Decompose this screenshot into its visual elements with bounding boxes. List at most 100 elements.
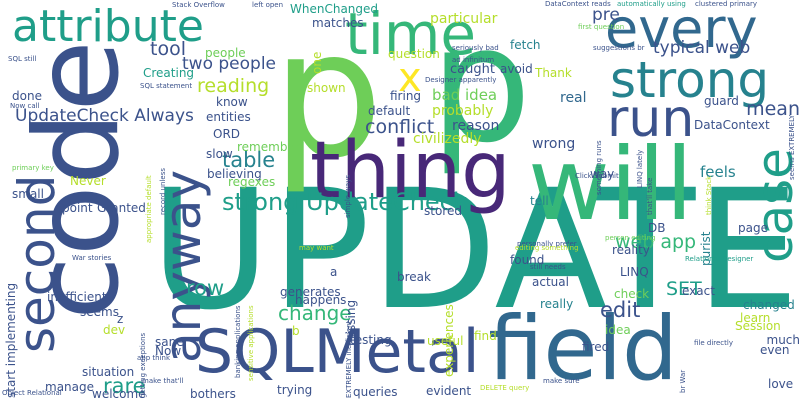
cloud-word: strong [610, 51, 770, 109]
cloud-word: web app [615, 231, 697, 253]
cloud-word: DB [648, 221, 666, 235]
cloud-word: tool [150, 38, 186, 60]
cloud-word: Object Relational [2, 389, 62, 397]
cloud-word: strong UpdateCheck [222, 188, 467, 216]
cloud-word: Click Submit [575, 172, 619, 180]
cloud-word: evident [426, 384, 472, 398]
cloud-word: DELETE query [480, 384, 530, 392]
cloud-word: think Stack [705, 175, 713, 215]
cloud-word: every [605, 0, 758, 60]
cloud-word: x [398, 55, 422, 101]
cloud-word: seems EXTREMELY [788, 114, 796, 180]
cloud-word: change [278, 301, 352, 325]
cloud-word: Now call [10, 102, 40, 110]
cloud-word: stored [424, 204, 462, 218]
cloud-word: regexes [228, 175, 276, 189]
cloud-word: avoid [500, 62, 533, 76]
cloud-word: situation [82, 365, 135, 379]
cloud-word: reason [452, 118, 500, 134]
cloud-word: SQLMetal [195, 317, 480, 387]
cloud-word: probably [432, 103, 494, 119]
cloud-word: idea [605, 323, 631, 337]
cloud-word: Stack Overflow [172, 1, 225, 9]
cloud-word: one [310, 51, 324, 74]
cloud-word: useful [427, 334, 464, 348]
cloud-word: second [8, 174, 66, 353]
cloud-word: automatically using [617, 0, 686, 8]
cloud-word: sane [155, 335, 184, 349]
cloud-word: point [62, 201, 93, 215]
cloud-word: know [216, 95, 248, 109]
cloud-word: actual [532, 275, 569, 289]
cloud-word: mean [746, 98, 800, 120]
cloud-word: will [528, 126, 694, 243]
cloud-word: Designer apparently [425, 76, 497, 84]
cloud-word: fired [582, 340, 610, 354]
cloud-word: typical web [653, 38, 751, 58]
cloud-word: Granted [97, 201, 146, 215]
cloud-word: even [760, 343, 790, 357]
cloud-word: WhenChanged [290, 2, 379, 16]
cloud-word: queries [353, 385, 398, 399]
cloud-word: slow [206, 147, 233, 161]
cloud-word: manage [45, 380, 95, 394]
cloud-word: bad idea [432, 86, 498, 104]
cloud-word: civilizedly [413, 131, 482, 147]
cloud-word: something runs [595, 140, 603, 195]
cloud-word: record unless [159, 167, 167, 215]
cloud-word: SQL still [8, 55, 37, 63]
cloud-word: small [12, 187, 44, 201]
cloud-word: time [345, 0, 477, 68]
cloud-word: thing [310, 126, 511, 216]
cloud-word: make sure [543, 377, 580, 385]
cloud-word: Thank [535, 66, 572, 80]
cloud-word: two people [182, 54, 276, 74]
cloud-word: much [766, 333, 800, 347]
cloud-word: UpdateCheck Always [15, 106, 194, 126]
cloud-word: really [540, 297, 574, 311]
cloud-word: sensitive applications [247, 305, 255, 381]
cloud-word: conflict [365, 116, 435, 138]
cloud-word: matches [312, 16, 364, 30]
cloud-word: done [12, 89, 42, 103]
cloud-word: br War [679, 369, 687, 393]
cloud-word: Session [735, 319, 781, 333]
cloud-word: simple ways [344, 174, 352, 218]
cloud-word: Never [70, 174, 106, 188]
cloud-word: app think [137, 354, 171, 362]
cloud-word: War stories [72, 254, 112, 262]
cloud-word: p [272, 0, 384, 197]
cloud-word: question [388, 47, 440, 61]
cloud-word: that'll take [646, 177, 654, 215]
cloud-word: reading [197, 75, 270, 97]
cloud-word: found [510, 253, 545, 267]
cloud-word: table [222, 148, 276, 172]
cloud-word: people [205, 46, 246, 60]
cloud-word: caught [450, 62, 495, 77]
cloud-word: run [607, 89, 695, 149]
cloud-word: UPDATE [150, 154, 800, 346]
cloud-word: LINQ lately [636, 149, 644, 188]
cloud-word: may want [299, 244, 334, 252]
cloud-word: guard [704, 94, 739, 108]
cloud-word: SET [666, 278, 702, 300]
cloud-word: entities [206, 110, 251, 124]
cloud-word: ad infinitum [452, 56, 495, 64]
cloud-word: z [117, 312, 124, 326]
cloud-word: page [738, 221, 768, 235]
cloud-word: DataContext reads [545, 0, 611, 8]
cloud-word: shown [307, 81, 346, 95]
cloud-word: seriously bad [452, 44, 499, 52]
cloud-word: row [186, 276, 225, 300]
cloud-word: still needs [530, 263, 566, 271]
cloud-word: find [474, 329, 497, 343]
cloud-word: way [590, 167, 615, 181]
cloud-word: b [292, 324, 300, 338]
cloud-word: person editing [605, 234, 656, 242]
cloud-word: Relational Designer [685, 255, 754, 263]
cloud-word: trying [277, 383, 313, 397]
cloud-word: attribute [12, 1, 204, 52]
cloud-word: Now [155, 344, 182, 358]
cloud-word: rare [103, 374, 146, 398]
